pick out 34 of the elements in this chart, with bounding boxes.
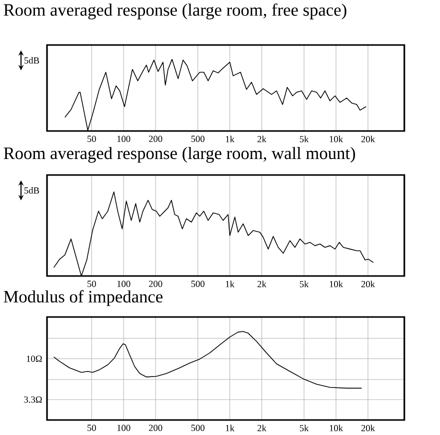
- x-tick-label: 5k: [300, 136, 309, 142]
- x-tick-label: 2k: [258, 424, 266, 432]
- x-tick-label: 50: [88, 136, 96, 142]
- x-tick-label: 200: [148, 280, 162, 288]
- x-tick-label: 100: [117, 280, 130, 288]
- x-tick-label: 10k: [330, 280, 343, 288]
- x-tick-label: 10k: [330, 424, 343, 432]
- chart-title: Room averaged response (large room, free space): [4, 4, 346, 20]
- x-tick-label: 100: [117, 136, 130, 142]
- chart-title: Room averaged response (large room, wall mount): [4, 147, 356, 163]
- x-tick-label: 1k: [226, 280, 234, 288]
- x-tick-label: 1k: [226, 136, 234, 142]
- x-tick-label: 500: [191, 136, 204, 142]
- x-tick-label: 10k: [330, 136, 343, 142]
- x-tick-label: 50: [88, 424, 96, 432]
- x-tick-label: 2k: [258, 136, 266, 142]
- x-tick-label: 50: [88, 280, 96, 288]
- x-tick-label: 200: [148, 136, 162, 142]
- x-tick-label: 200: [148, 424, 162, 432]
- x-tick-label: 20k: [361, 280, 375, 288]
- y-tick-label: 10Ω: [26, 356, 42, 362]
- x-tick-label: 500: [191, 424, 204, 432]
- x-tick-label: 500: [191, 280, 204, 288]
- x-tick-label: 20k: [361, 136, 375, 142]
- x-tick-label: 1k: [226, 424, 234, 432]
- text: 5dB: [24, 187, 40, 194]
- text: 5dB: [24, 57, 40, 64]
- x-tick-label: 20k: [361, 424, 375, 432]
- x-tick-label: 100: [117, 424, 130, 432]
- y-tick-label: 3.3Ω: [24, 396, 42, 403]
- x-tick-label: 5k: [300, 280, 309, 288]
- x-tick-label: 5k: [300, 424, 309, 432]
- chart-title: Modulus of impedance: [4, 290, 162, 306]
- x-tick-label: 2k: [258, 280, 266, 288]
